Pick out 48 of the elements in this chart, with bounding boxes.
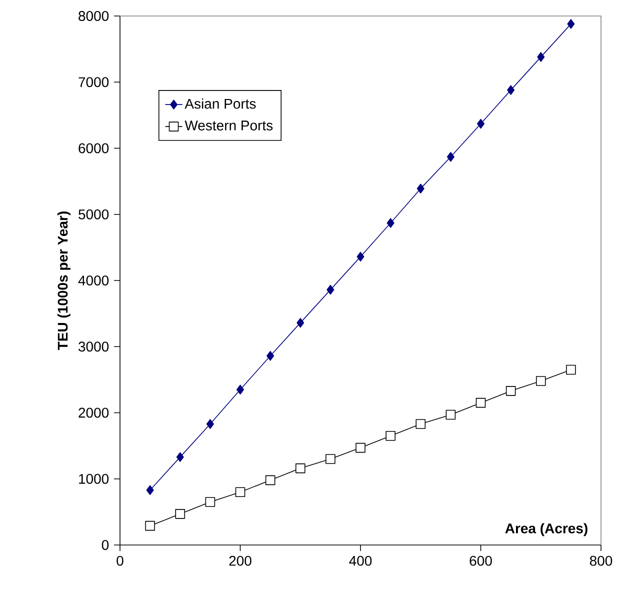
point [146, 485, 154, 496]
point [295, 463, 306, 474]
point [175, 509, 186, 519]
point [326, 284, 334, 295]
point [266, 350, 274, 361]
point [446, 152, 454, 162]
y-tick-label: 1000 [79, 474, 109, 484]
point [537, 52, 545, 62]
y-tick-label: 3000 [78, 342, 109, 352]
point [145, 520, 155, 531]
y-tick-label: 6000 [78, 143, 109, 154]
point [356, 252, 364, 262]
point [386, 218, 394, 228]
point [567, 19, 575, 29]
point [235, 487, 246, 497]
legend-label: Asian Ports [184, 98, 256, 109]
point [566, 364, 576, 375]
y-axis-title: TEU (1000s per Year) [57, 212, 70, 350]
x-tick-label: 200 [229, 556, 252, 566]
point [507, 85, 515, 95]
point [386, 430, 396, 441]
point [356, 442, 366, 453]
point [506, 386, 516, 396]
y-tick-label: 4000 [78, 276, 109, 286]
point [176, 452, 184, 462]
y-tick-label: 2000 [78, 408, 109, 418]
point [326, 454, 336, 464]
point [236, 384, 244, 395]
x-tick-label: 0 [116, 556, 124, 566]
x-tick-label: 400 [349, 556, 372, 566]
point [206, 419, 214, 429]
y-tick-label: 7000 [78, 77, 109, 88]
point [416, 184, 424, 194]
point [476, 398, 486, 408]
point [476, 118, 485, 129]
point [446, 410, 456, 420]
y-tick-label: 8000 [78, 11, 109, 21]
point [265, 475, 276, 486]
y-tick-label: 0 [102, 540, 109, 550]
point [536, 376, 546, 386]
x-axis-title: Area (Acres) [505, 523, 588, 536]
point [416, 419, 426, 429]
point [205, 497, 216, 507]
point [296, 318, 304, 328]
x-tick-label: 600 [470, 556, 492, 566]
y-tick-label: 5000 [78, 209, 109, 220]
x-tick-label: 800 [590, 556, 612, 566]
legend-label: Western Ports [184, 120, 273, 130]
